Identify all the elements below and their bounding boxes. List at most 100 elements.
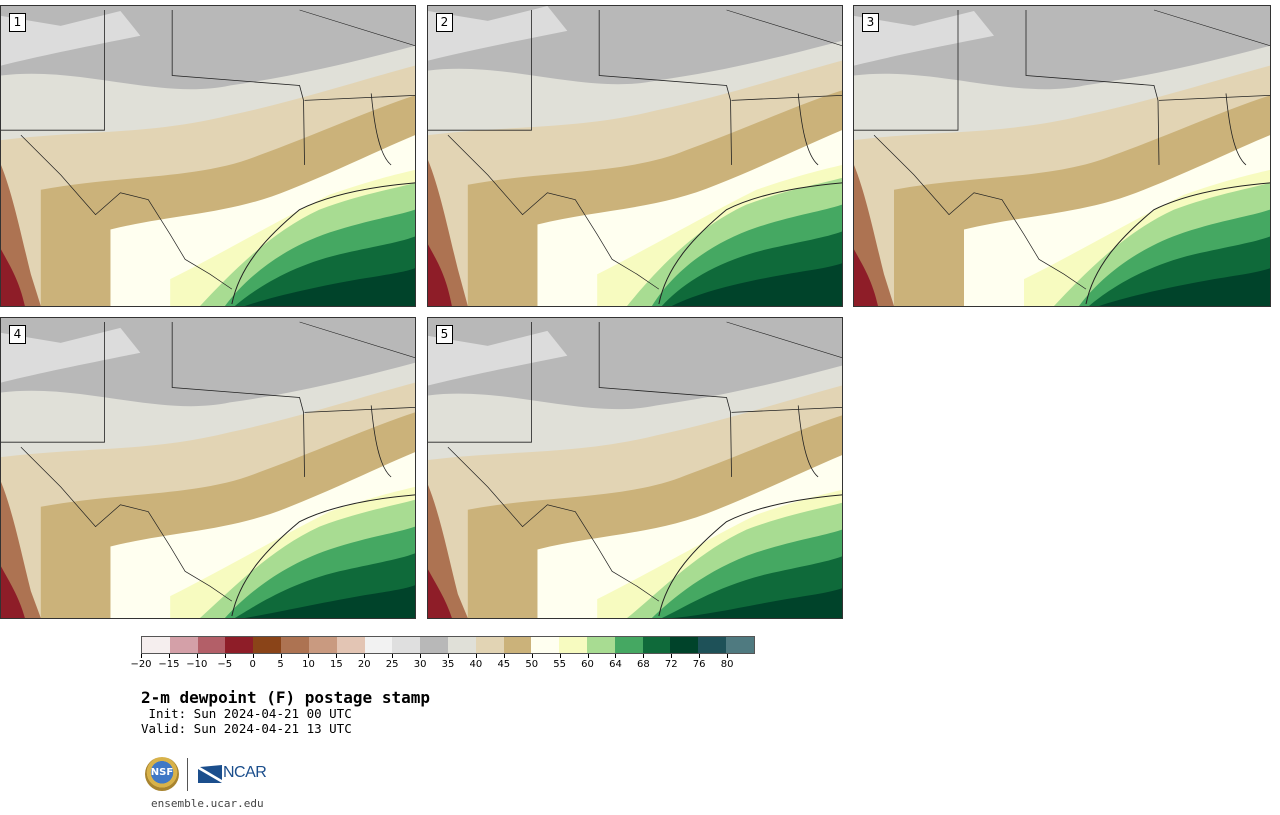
colorbar-tick-label: 10 (302, 659, 315, 670)
colorbar-swatch (364, 637, 393, 653)
map-panel-3: 3 (853, 5, 1271, 307)
plot-title: 2-m dewpoint (F) postage stamp (141, 688, 430, 707)
state-border (598, 9, 732, 165)
colorbar-tick (224, 654, 226, 658)
colorbar-swatch (308, 637, 337, 653)
dewpoint-band-red-brown (428, 244, 452, 306)
state-border (797, 405, 819, 478)
state-border (1025, 9, 1160, 165)
dewpoint-band-red-brown (1, 249, 25, 306)
dewpoint-band-darkest-green (244, 268, 415, 306)
colorbar-tick-label: 20 (357, 659, 371, 670)
logo-divider (187, 758, 188, 791)
colorbar-tick-label: −10 (186, 659, 208, 670)
colorbar-tick-label: 64 (609, 659, 622, 670)
coastline (231, 182, 415, 305)
dewpoint-map (854, 6, 1270, 306)
colorbar-tick (587, 654, 589, 658)
colorbar-tick (531, 654, 533, 658)
dewpoint-map (428, 318, 842, 618)
state-border (1, 321, 105, 443)
state-border (1225, 93, 1247, 166)
state-border (370, 405, 392, 478)
border-line (447, 446, 660, 602)
colorbar-tick-label: −15 (158, 659, 180, 670)
dewpoint-band-red-brown (854, 249, 878, 306)
colorbar-swatch (475, 637, 504, 653)
colorbar-swatch (587, 637, 615, 653)
dewpoint-band-darkest-green (1099, 268, 1270, 306)
coastline (658, 494, 842, 617)
colorbar-tick-label: 55 (553, 659, 566, 670)
state-border (1153, 9, 1270, 47)
colorbar-tick (252, 654, 254, 658)
colorbar-tick (671, 654, 673, 658)
colorbar-tick-label: 45 (497, 659, 511, 670)
colorbar-swatch (726, 637, 754, 653)
coastline (231, 494, 415, 617)
state-border (428, 9, 532, 131)
colorbar-tick (448, 654, 449, 658)
state-border (299, 9, 415, 47)
dewpoint-band-darkest-green (671, 588, 842, 618)
dewpoint-band-red-brown (1, 566, 25, 618)
colorbar-tick-label: 50 (525, 659, 539, 670)
map-panel-4: 4 (0, 317, 416, 619)
state-border (726, 9, 842, 47)
colorbar-tick-label: 25 (385, 659, 399, 670)
dewpoint-colorbar (141, 636, 755, 654)
dewpoint-band-light-gray (1, 327, 141, 383)
state-border (171, 9, 305, 165)
colorbar-tick-label: 40 (469, 659, 483, 670)
colorbar-swatch (447, 637, 476, 653)
state-border (370, 93, 392, 166)
colorbar-tick-label: −20 (130, 659, 152, 670)
ncar-logo[interactable]: NCAR (198, 763, 272, 785)
init-time: Init: Sun 2024-04-21 00 UTC (141, 706, 352, 721)
colorbar-tick-label: 15 (329, 659, 343, 670)
valid-time: Valid: Sun 2024-04-21 13 UTC (141, 721, 352, 736)
nsf-logo[interactable]: NSF (145, 757, 179, 791)
state-border (304, 95, 415, 101)
colorbar-swatch (253, 637, 282, 653)
colorbar-tick (615, 654, 617, 658)
nsf-logo-text: NSF (150, 767, 174, 778)
border-line (873, 134, 1087, 290)
colorbar-tick-label: 76 (692, 659, 706, 670)
dewpoint-band-light-gray (428, 6, 568, 61)
colorbar-tick (168, 654, 170, 658)
panel-number: 5 (436, 325, 453, 344)
footer-url[interactable]: ensemble.ucar.edu (151, 797, 264, 810)
colorbar-tick-label: 5 (277, 659, 284, 670)
colorbar-swatch (142, 637, 170, 653)
dewpoint-band-darkest-green (244, 585, 415, 618)
map-panel-1: 1 (0, 5, 416, 307)
colorbar-tick (699, 654, 701, 658)
map-panel-2: 2 (427, 5, 843, 307)
coastline (1085, 182, 1270, 305)
colorbar-tick (196, 654, 198, 658)
dewpoint-band-light-gray (854, 10, 994, 66)
colorbar-ticks: −20 −15 −10 −5 0 5 10 15 20 25 30 35 40 45 50 55 60 64 68 7… (130, 654, 755, 674)
state-border (598, 321, 732, 477)
dewpoint-band-light-gray (428, 330, 568, 386)
colorbar-tick (475, 654, 477, 658)
colorbar-swatch (642, 637, 671, 653)
panel-number: 3 (862, 13, 879, 32)
colorbar-tick (727, 654, 729, 658)
panel-number: 2 (436, 13, 453, 32)
colorbar-tick (141, 654, 142, 658)
state-border (854, 9, 959, 131)
colorbar-swatch (503, 637, 532, 653)
state-border (797, 93, 819, 166)
colorbar-tick-label: 35 (441, 659, 455, 670)
dewpoint-band-brown (1, 481, 41, 618)
colorbar-swatch (169, 637, 198, 653)
state-border (731, 407, 842, 413)
colorbar-tick (364, 654, 366, 658)
dewpoint-band-darkest-green (671, 263, 842, 306)
colorbar-swatch (336, 637, 365, 653)
colorbar-tick (308, 654, 310, 658)
colorbar-swatch (392, 637, 421, 653)
dewpoint-band-brown (428, 484, 468, 618)
